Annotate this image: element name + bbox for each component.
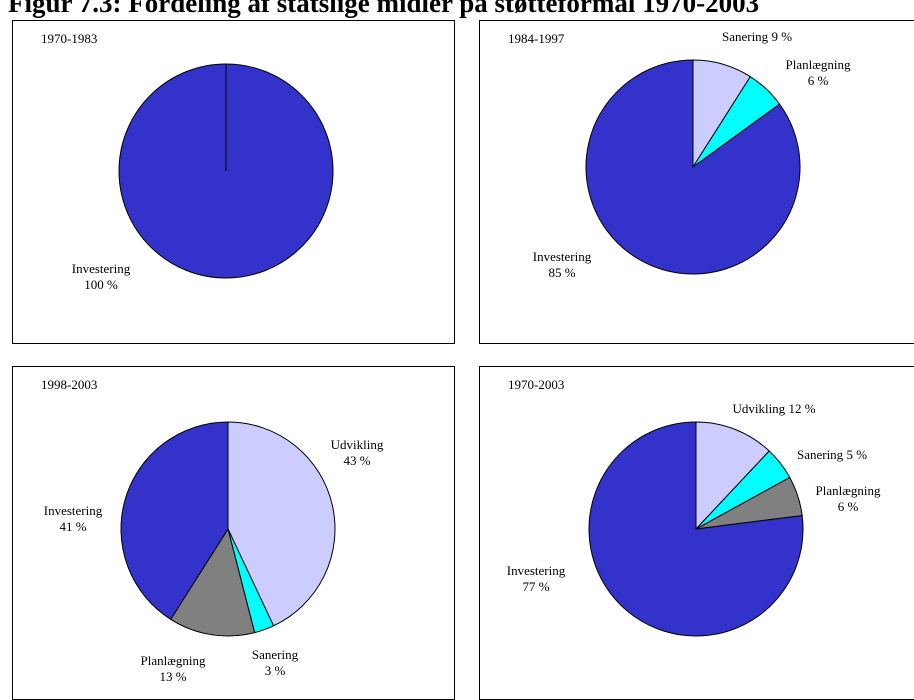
slice-label-sanering: Sanering 3 % xyxy=(251,647,299,678)
slice-label-sanering: Sanering 5 % xyxy=(796,447,868,462)
pie-slice-investering xyxy=(585,59,801,275)
slice-label-investering: Investering 77 % xyxy=(506,563,566,594)
pie-slice-planlægning xyxy=(169,527,256,637)
pie-panel-1970-2003: 1970-2003 Udvikling 12 % Sanering 5 % Pl… xyxy=(479,366,914,700)
figure-title: Figur 7.3: Fordeling af statslige midler… xyxy=(8,0,760,18)
slice-label-investering: Investering 100 % xyxy=(71,261,131,292)
slice-label-investering: Investering 41 % xyxy=(43,503,103,534)
pie-chart xyxy=(588,421,804,637)
pie-chart xyxy=(118,63,334,279)
pie-panel-1998-2003: 1998-2003 Udvikling 43 % Sanering 3 % Pl… xyxy=(12,366,455,700)
slice-label-udvikling: Udvikling 12 % xyxy=(732,401,816,416)
period-label: 1984-1997 xyxy=(508,31,565,46)
pie-chart xyxy=(585,59,801,275)
pie-slice-investering xyxy=(120,421,229,621)
slice-label-investering: Investering 85 % xyxy=(532,249,592,280)
slice-label-sanering: Sanering 9 % xyxy=(721,29,793,44)
slice-label-planlaegning: Planlægning 13 % xyxy=(140,653,206,684)
slice-label-udvikling: Udvikling 43 % xyxy=(330,437,384,468)
slice-label-planlaegning: Planlægning 6 % xyxy=(785,57,851,88)
pie-slice-udvikling xyxy=(227,421,336,627)
period-label: 1970-2003 xyxy=(508,377,565,392)
period-label: 1970-1983 xyxy=(41,31,98,46)
pie-slice-udvikling xyxy=(695,421,770,531)
pie-chart xyxy=(120,421,336,637)
pie-panel-1970-1983: 1970-1983 Investering 100 % xyxy=(12,20,455,344)
pie-panel-1984-1997: 1984-1997 Sanering 9 % Planlægning 6 % I… xyxy=(479,20,914,344)
slice-label-planlaegning: Planlægning 6 % xyxy=(815,483,881,514)
pie-slice-investering xyxy=(588,421,804,637)
period-label: 1998-2003 xyxy=(41,377,98,392)
